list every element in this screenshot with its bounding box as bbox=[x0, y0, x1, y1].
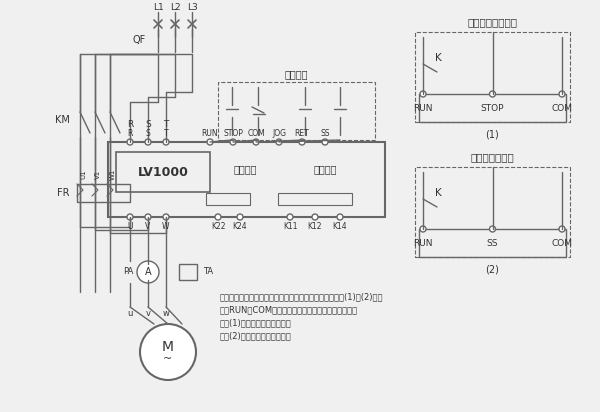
Bar bbox=[419, 229, 566, 257]
Text: K12: K12 bbox=[308, 222, 322, 230]
Text: RUN: RUN bbox=[202, 129, 218, 138]
Text: S: S bbox=[145, 119, 151, 129]
Text: RUN: RUN bbox=[413, 239, 433, 248]
Text: SS: SS bbox=[320, 129, 330, 138]
Text: R: R bbox=[127, 119, 133, 129]
Text: T: T bbox=[164, 129, 169, 138]
Text: LV1000: LV1000 bbox=[137, 166, 188, 178]
Text: 利用RUN和COM的闭合和断开来控制软起动器的运行；: 利用RUN和COM的闭合和断开来控制软起动器的运行； bbox=[220, 305, 358, 314]
Text: W: W bbox=[162, 222, 170, 230]
Bar bbox=[415, 32, 570, 122]
Text: L1: L1 bbox=[152, 2, 163, 12]
Text: K24: K24 bbox=[233, 222, 247, 230]
Text: KM: KM bbox=[55, 115, 70, 124]
Text: K22: K22 bbox=[211, 222, 225, 230]
Circle shape bbox=[230, 139, 236, 145]
Text: RET: RET bbox=[295, 129, 310, 138]
Bar bbox=[419, 94, 566, 122]
Text: COM: COM bbox=[247, 129, 265, 138]
Text: (1): (1) bbox=[485, 129, 499, 139]
Text: COM: COM bbox=[551, 103, 572, 112]
Circle shape bbox=[337, 214, 343, 220]
Circle shape bbox=[163, 214, 169, 220]
Text: U1: U1 bbox=[80, 170, 86, 179]
Circle shape bbox=[420, 91, 426, 97]
Text: ~: ~ bbox=[163, 354, 173, 364]
Text: M: M bbox=[162, 340, 174, 354]
Circle shape bbox=[312, 214, 318, 220]
Text: R: R bbox=[127, 129, 133, 138]
Text: 按图(2)接线，停车为软停车。: 按图(2)接线，停车为软停车。 bbox=[220, 331, 292, 340]
Text: TA: TA bbox=[203, 267, 213, 276]
Text: (2): (2) bbox=[485, 264, 499, 274]
Circle shape bbox=[237, 214, 243, 220]
Text: u: u bbox=[127, 309, 133, 318]
Text: K: K bbox=[435, 187, 442, 197]
Circle shape bbox=[322, 139, 328, 145]
Circle shape bbox=[215, 214, 221, 220]
Circle shape bbox=[163, 139, 169, 145]
Text: STOP: STOP bbox=[481, 103, 504, 112]
Text: PA: PA bbox=[124, 267, 134, 276]
Text: v: v bbox=[146, 309, 151, 318]
Text: V: V bbox=[145, 222, 151, 230]
Text: L3: L3 bbox=[187, 2, 197, 12]
Circle shape bbox=[420, 226, 426, 232]
Circle shape bbox=[287, 214, 293, 220]
Text: K11: K11 bbox=[283, 222, 297, 230]
Bar bbox=[108, 142, 385, 217]
Circle shape bbox=[490, 226, 496, 232]
Bar bbox=[278, 193, 352, 205]
Text: STOP: STOP bbox=[223, 129, 243, 138]
Bar bbox=[415, 167, 570, 257]
Circle shape bbox=[140, 324, 196, 380]
Text: 二线控制自由停车: 二线控制自由停车 bbox=[467, 17, 517, 27]
Bar bbox=[206, 193, 250, 205]
Circle shape bbox=[276, 139, 282, 145]
Text: V1: V1 bbox=[95, 170, 101, 179]
Circle shape bbox=[299, 139, 305, 145]
Text: FR: FR bbox=[56, 188, 69, 198]
Text: w: w bbox=[163, 309, 169, 318]
Text: 三线控制: 三线控制 bbox=[285, 69, 308, 79]
Circle shape bbox=[559, 91, 565, 97]
Text: W1: W1 bbox=[110, 169, 116, 180]
Circle shape bbox=[137, 261, 159, 283]
Text: SS: SS bbox=[487, 239, 498, 248]
Bar bbox=[218, 82, 375, 140]
Text: L2: L2 bbox=[170, 2, 181, 12]
Text: A: A bbox=[145, 267, 151, 277]
Text: 旁路控制: 旁路控制 bbox=[233, 164, 257, 174]
Text: U: U bbox=[127, 222, 133, 230]
Bar bbox=[179, 264, 197, 280]
Circle shape bbox=[145, 214, 151, 220]
Text: JOG: JOG bbox=[272, 129, 286, 138]
Circle shape bbox=[559, 226, 565, 232]
Text: COM: COM bbox=[551, 239, 572, 248]
Circle shape bbox=[207, 139, 213, 145]
Circle shape bbox=[145, 139, 151, 145]
Text: K14: K14 bbox=[332, 222, 347, 230]
Text: QF: QF bbox=[133, 35, 146, 45]
Text: K: K bbox=[435, 52, 442, 63]
Text: S: S bbox=[146, 129, 151, 138]
Text: T: T bbox=[163, 119, 169, 129]
Text: 二线控制软停车: 二线控制软停车 bbox=[470, 152, 514, 162]
Bar bbox=[77, 184, 130, 202]
Circle shape bbox=[127, 139, 133, 145]
Text: 故障输出: 故障输出 bbox=[313, 164, 337, 174]
Circle shape bbox=[490, 91, 496, 97]
Bar bbox=[116, 152, 210, 192]
Text: RUN: RUN bbox=[413, 103, 433, 112]
Text: 按图(1)接线，停车为自由停。: 按图(1)接线，停车为自由停。 bbox=[220, 318, 292, 327]
Text: 注：软起动器的外控起动、停止也可以用二线控制《见图(1)和(2)》，: 注：软起动器的外控起动、停止也可以用二线控制《见图(1)和(2)》， bbox=[220, 292, 383, 301]
Circle shape bbox=[253, 139, 259, 145]
Circle shape bbox=[127, 214, 133, 220]
